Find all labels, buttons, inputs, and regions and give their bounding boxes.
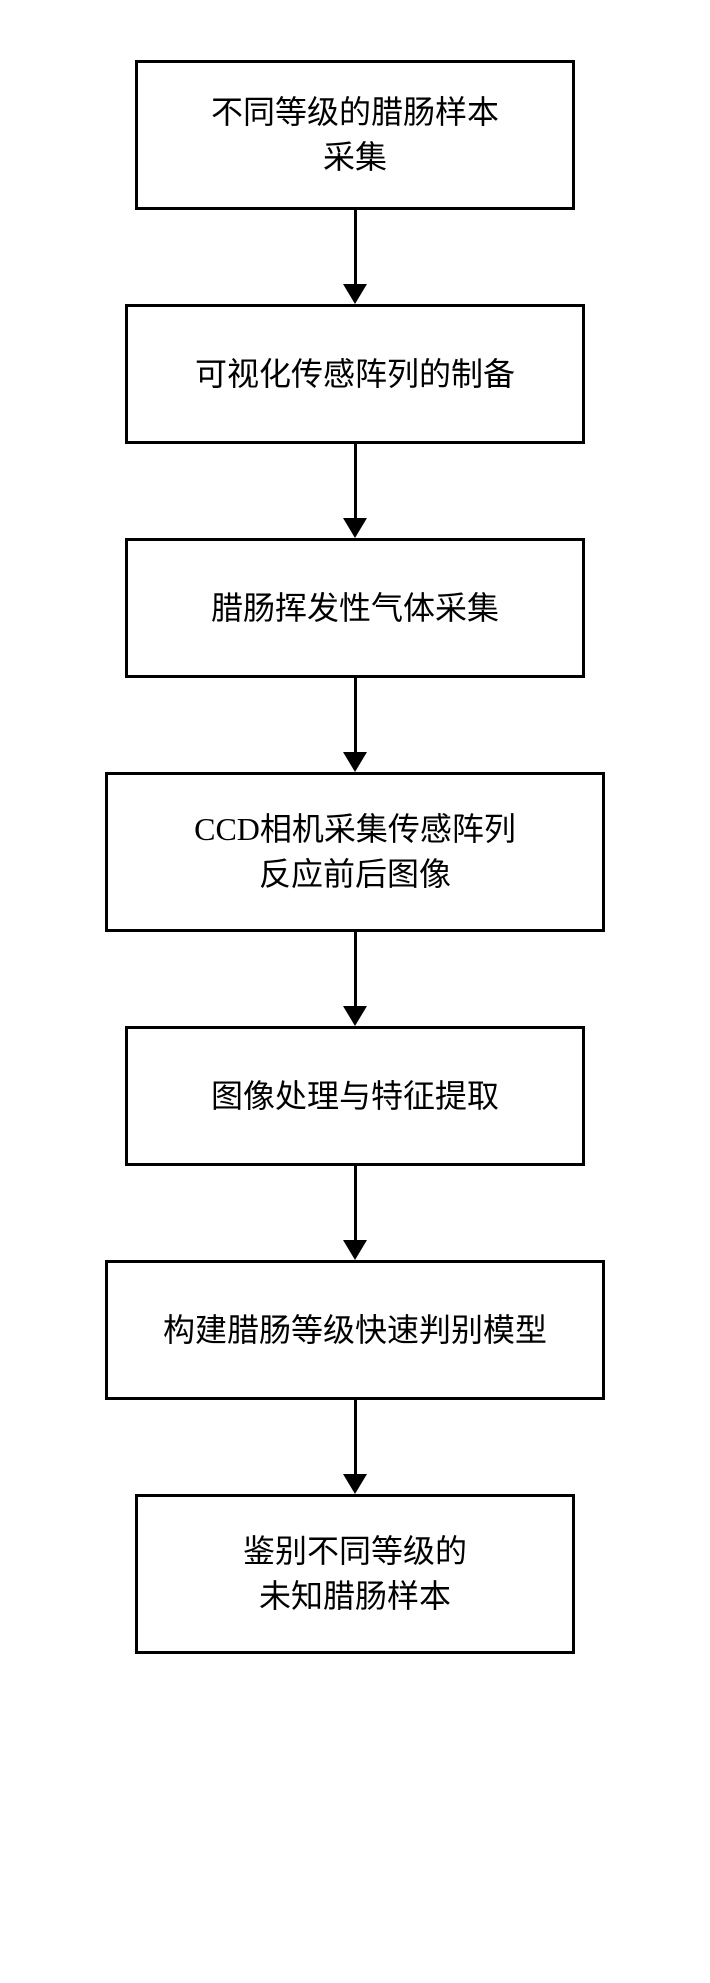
arrow-head-icon (343, 518, 367, 538)
flow-node-1-label: 不同等级的腊肠样本 采集 (211, 90, 499, 180)
flow-node-7-label: 鉴别不同等级的 未知腊肠样本 (243, 1529, 467, 1619)
arrow-head-icon (343, 1474, 367, 1494)
flow-node-6-label: 构建腊肠等级快速判别模型 (163, 1308, 547, 1353)
flow-node-1: 不同等级的腊肠样本 采集 (135, 60, 575, 210)
arrow-head-icon (343, 1240, 367, 1260)
flow-node-3: 腊肠挥发性气体采集 (125, 538, 585, 678)
flow-node-5: 图像处理与特征提取 (125, 1026, 585, 1166)
arrow-line (354, 210, 357, 285)
flow-node-2-label: 可视化传感阵列的制备 (195, 352, 515, 397)
flow-node-3-label: 腊肠挥发性气体采集 (211, 586, 499, 631)
arrow-head-icon (343, 1006, 367, 1026)
arrow-line (354, 932, 357, 1007)
flowchart-container: 不同等级的腊肠样本 采集 可视化传感阵列的制备 腊肠挥发性气体采集 CCD相机采… (0, 0, 710, 1714)
flow-node-7: 鉴别不同等级的 未知腊肠样本 (135, 1494, 575, 1654)
arrow-line (354, 444, 357, 519)
flow-node-5-label: 图像处理与特征提取 (211, 1074, 499, 1119)
arrow-line (354, 1400, 357, 1475)
arrow-line (354, 678, 357, 753)
flow-arrow-5 (343, 1166, 367, 1260)
flow-node-4: CCD相机采集传感阵列 反应前后图像 (105, 772, 605, 932)
arrow-line (354, 1166, 357, 1241)
arrow-head-icon (343, 752, 367, 772)
flow-arrow-2 (343, 444, 367, 538)
flow-arrow-1 (343, 210, 367, 304)
flow-node-6: 构建腊肠等级快速判别模型 (105, 1260, 605, 1400)
flow-node-2: 可视化传感阵列的制备 (125, 304, 585, 444)
arrow-head-icon (343, 284, 367, 304)
flow-arrow-6 (343, 1400, 367, 1494)
flow-arrow-3 (343, 678, 367, 772)
flow-node-4-label: CCD相机采集传感阵列 反应前后图像 (194, 807, 516, 897)
flow-arrow-4 (343, 932, 367, 1026)
